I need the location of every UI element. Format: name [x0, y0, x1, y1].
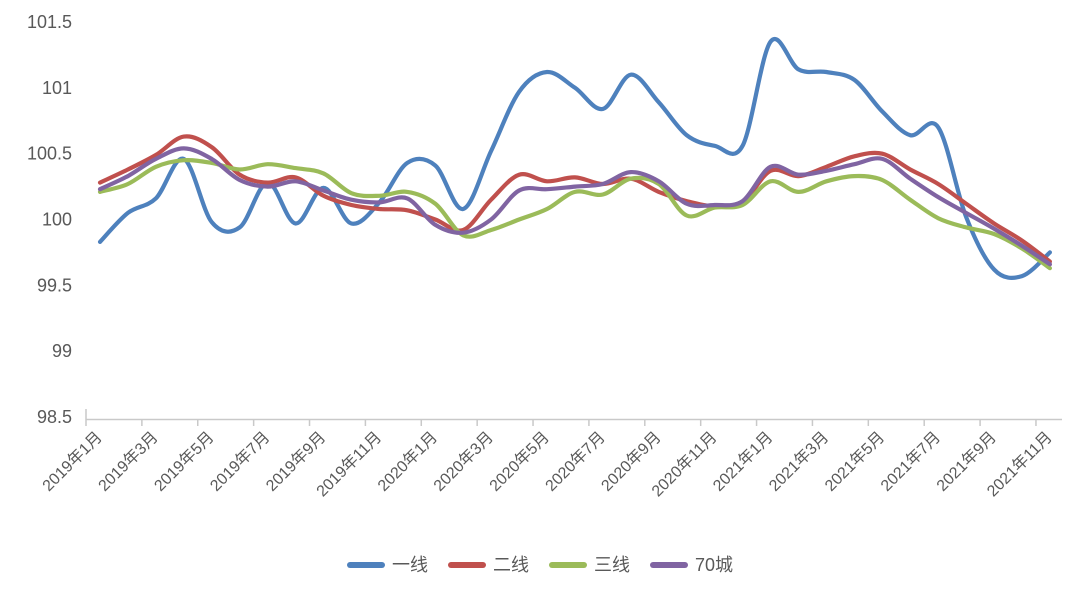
legend-item-二线: 二线 [447, 555, 529, 575]
legend-swatch-二线 [447, 562, 486, 568]
x-axis-label-2020年3月: 2020年3月 [430, 428, 497, 495]
x-axis-label-2019年3月: 2019年3月 [95, 428, 162, 495]
series-line-一线 [97, 37, 1052, 280]
x-axis-label-2021年5月: 2021年5月 [821, 428, 888, 495]
x-axis-label-2020年7月: 2020年7月 [542, 428, 609, 495]
y-axis-label-100.5: 100.5 [27, 144, 72, 164]
legend-swatch-一线 [346, 562, 385, 568]
y-axis-label-98.5: 98.5 [37, 407, 72, 427]
legend-item-70城: 70城 [649, 555, 734, 575]
y-axis-label-99: 99 [52, 341, 72, 361]
legend-item-三线: 三线 [548, 555, 630, 575]
x-axis-label-2020年5月: 2020年5月 [486, 428, 553, 495]
series-line-二线 [97, 134, 1052, 264]
legend-label-一线: 一线 [391, 555, 428, 575]
legend-swatch-70城 [649, 562, 688, 568]
legend-item-一线: 一线 [346, 555, 428, 575]
x-axis-label-2021年7月: 2021年7月 [877, 428, 944, 495]
x-axis-label-2021年3月: 2021年3月 [765, 428, 832, 495]
y-axis-label-99.5: 99.5 [37, 275, 72, 295]
legend: 一线 二线 三线 70城 [0, 556, 1080, 574]
x-axis-label-2021年1月: 2021年1月 [710, 428, 777, 495]
y-axis-label-101.5: 101.5 [27, 12, 72, 32]
legend-label-二线: 二线 [492, 555, 529, 575]
y-axis-label-101: 101 [42, 78, 72, 98]
legend-label-三线: 三线 [593, 555, 630, 575]
legend-swatch-三线 [548, 562, 587, 568]
series-line-70城 [97, 146, 1052, 267]
x-axis-label-2019年5月: 2019年5月 [151, 428, 218, 495]
y-axis-label-100: 100 [42, 210, 72, 230]
x-axis-label-2019年7月: 2019年7月 [207, 428, 274, 495]
x-axis-label-2020年1月: 2020年1月 [374, 428, 441, 495]
x-axis-label-2019年1月: 2019年1月 [39, 428, 106, 495]
series-line-三线 [97, 157, 1052, 271]
legend-label-70城: 70城 [694, 555, 734, 575]
